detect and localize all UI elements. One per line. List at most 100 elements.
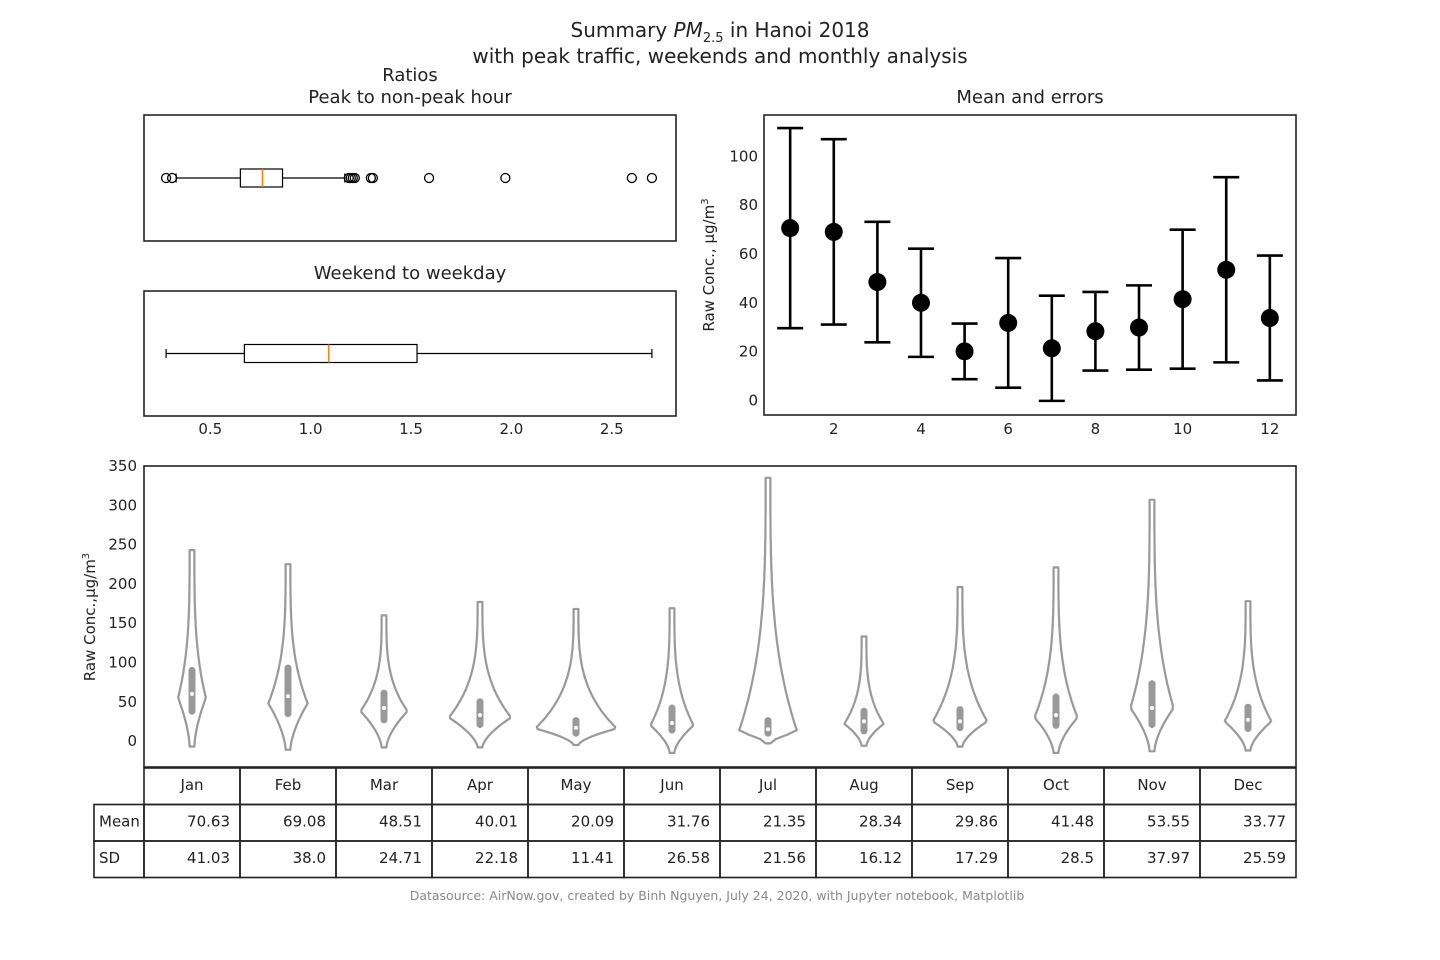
- weekend-ratio-xtick: 0.5: [198, 420, 222, 438]
- data-source-note: Datasource: AirNow.gov, created by Binh …: [409, 888, 1025, 903]
- peak-ratio-outlier: [160, 172, 172, 184]
- violin-median: [1054, 713, 1058, 718]
- violin-aug: [843, 635, 885, 747]
- mean-point: [911, 293, 930, 312]
- mean-errors-xtick: 8: [1091, 420, 1101, 438]
- title-prefix: Summary: [570, 18, 674, 42]
- table-value: 31.76: [667, 813, 710, 831]
- mean-errors-ytick: 60: [739, 245, 758, 263]
- violin-median: [766, 727, 770, 732]
- table-value: 25.59: [1243, 849, 1286, 867]
- figure-subtitle: with peak traffic, weekends and monthly …: [472, 44, 968, 68]
- table-value: 70.63: [187, 813, 230, 831]
- violin-oct: [1034, 566, 1078, 754]
- table-value: 29.86: [955, 813, 998, 831]
- violin-median: [1246, 717, 1250, 722]
- peak-ratio-chart: [143, 114, 677, 242]
- table-value: 22.18: [475, 849, 518, 867]
- table-value: 20.09: [571, 813, 614, 831]
- weekend-ratio-xtick: 1.5: [399, 420, 423, 438]
- table-value: 40.01: [475, 813, 518, 831]
- peak-ratio-frame: [143, 114, 677, 242]
- weekend-ratio-xtick: 2.0: [499, 420, 523, 438]
- mean-errors-ytick: 80: [739, 196, 758, 214]
- violin-ytick: 50: [118, 693, 137, 711]
- title-suffix: in Hanoi 2018: [723, 18, 870, 42]
- mean-errors-xtick: 4: [916, 420, 926, 438]
- table-value: 28.34: [859, 813, 902, 831]
- peak-ratio-outlier: [626, 172, 637, 184]
- weekend-ratio-xtick: 2.5: [600, 420, 624, 438]
- table-value: 21.56: [763, 849, 806, 867]
- table-value: 17.29: [955, 849, 998, 867]
- violin-ytick: 250: [108, 536, 137, 554]
- mean-point: [1086, 322, 1105, 341]
- violin-feb: [267, 563, 309, 751]
- table-column-label: Jul: [758, 776, 777, 794]
- table-value: 37.97: [1147, 849, 1190, 867]
- table-column-label: Nov: [1137, 776, 1166, 794]
- table-row-label: SD: [99, 849, 120, 867]
- table-column-label: Jan: [179, 776, 203, 794]
- mean-point: [1130, 318, 1149, 337]
- peak-ratio-outlier: [166, 172, 178, 184]
- table-value: 28.5: [1061, 849, 1094, 867]
- mean-errors-xtick: 10: [1173, 420, 1192, 438]
- table-column-label: Aug: [849, 776, 878, 794]
- violin-median: [478, 713, 482, 718]
- title-pm: PM: [673, 18, 703, 42]
- weekend-ratio-box: [243, 343, 418, 364]
- violin-median: [574, 725, 578, 730]
- table-value: 38.0: [293, 849, 326, 867]
- table-value: 41.48: [1051, 813, 1094, 831]
- ratios-suptitle: Ratios: [382, 65, 438, 86]
- table-value: 24.71: [379, 849, 422, 867]
- violin-jun: [650, 607, 694, 754]
- violin-median: [958, 719, 962, 724]
- violin-ytick: 200: [108, 575, 137, 593]
- table-value: 33.77: [1243, 813, 1286, 831]
- mean-point: [955, 342, 974, 361]
- mean-point: [868, 273, 887, 292]
- mean-point: [1042, 339, 1061, 358]
- table-value: 69.08: [283, 813, 326, 831]
- mean-errors-chart: 2 4 6 8 10 12 0 20 40 60 80 100: [729, 114, 1297, 438]
- table-column-label: May: [560, 776, 591, 794]
- table-value: 41.03: [187, 849, 230, 867]
- violin-ytick: 0: [127, 732, 137, 750]
- mean-errors-ytick: 0: [748, 391, 758, 409]
- violin-median: [862, 719, 866, 724]
- table-column-label: Feb: [275, 776, 302, 794]
- mean-point: [781, 219, 800, 238]
- mean-errors-ytick: 20: [739, 343, 758, 361]
- mean-point: [1217, 260, 1236, 279]
- weekend-ratio-xtick: 1.0: [299, 420, 323, 438]
- violin-jul: [738, 476, 798, 745]
- peak-ratio-outlier: [646, 172, 658, 184]
- mean-point: [999, 313, 1018, 332]
- violin-ytick: 150: [108, 614, 137, 632]
- table-value: 21.35: [763, 813, 806, 831]
- peak-ratio-outlier: [365, 172, 377, 184]
- table-row-label: Mean: [99, 813, 140, 831]
- table-column-label: Oct: [1043, 776, 1069, 794]
- violin-frame: [143, 465, 1297, 768]
- peak-ratio-outlier: [500, 172, 511, 184]
- table-value: 16.12: [859, 849, 902, 867]
- mean-errors-title: Mean and errors: [956, 87, 1104, 108]
- peak-ratio-box: [239, 168, 284, 188]
- violin-ytick: 100: [108, 653, 137, 671]
- weekend-ratio-frame: [143, 290, 677, 417]
- table-cell: [1199, 840, 1297, 879]
- violin-median: [1150, 706, 1154, 711]
- table-column-label: Mar: [370, 776, 399, 794]
- table-value: 53.55: [1147, 813, 1190, 831]
- mean-errors-ytick: 40: [739, 294, 758, 312]
- mean-point: [1173, 290, 1192, 309]
- violin-dec: [1223, 600, 1273, 752]
- title-sub: 2.5: [702, 31, 724, 46]
- violin-median: [382, 706, 386, 711]
- violin-median: [670, 720, 674, 725]
- table-column-label: Sep: [946, 776, 974, 794]
